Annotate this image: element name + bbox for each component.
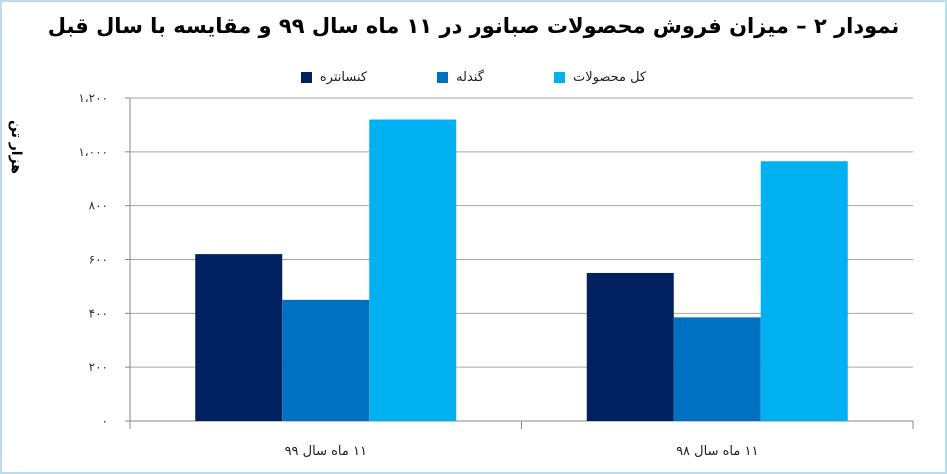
legend-swatch-total [553,72,565,83]
legend-item-pellet: گندله [437,70,484,85]
legend-label-total: کل محصولات [572,70,647,85]
legend-item-concentrate: کنسانتره [300,70,368,85]
y-tick-label-2: ۴۰۰ [89,306,108,320]
y-tick-label-0: ۰ [102,414,108,428]
legend-swatch-pellet [437,72,449,83]
bar-2-1 [760,161,848,422]
legend-label-pellet: گندله [456,70,484,85]
bar-2-0 [369,119,457,422]
y-tick-label-6: ۱،۲۰۰ [78,91,108,105]
bar-1-0 [282,299,370,421]
y-tick-label-3: ۶۰۰ [89,253,108,267]
y-axis-label: هزار تن [8,120,24,175]
bar-1-1 [673,317,761,421]
bar-0-0 [195,254,283,421]
x-category-label-1: ۱۱ ماه سال ۹۸ [676,444,758,459]
legend-label-concentrate: کنسانتره [319,70,368,85]
y-tick-label-5: ۱،۰۰۰ [78,145,108,159]
legend-item-total: کل محصولات [553,70,647,85]
x-category-label-0: ۱۱ ماه سال ۹۹ [285,444,367,459]
chart-title: نمودار ۲ – میزان فروش محصولات صبانور در … [47,14,900,38]
bar-0-1 [586,272,674,421]
legend-swatch-concentrate [300,72,312,83]
y-tick-label-4: ۸۰۰ [89,199,108,213]
y-tick-label-1: ۲۰۰ [89,360,108,374]
legend: کنسانتره گندله کل محصولات [0,70,947,85]
